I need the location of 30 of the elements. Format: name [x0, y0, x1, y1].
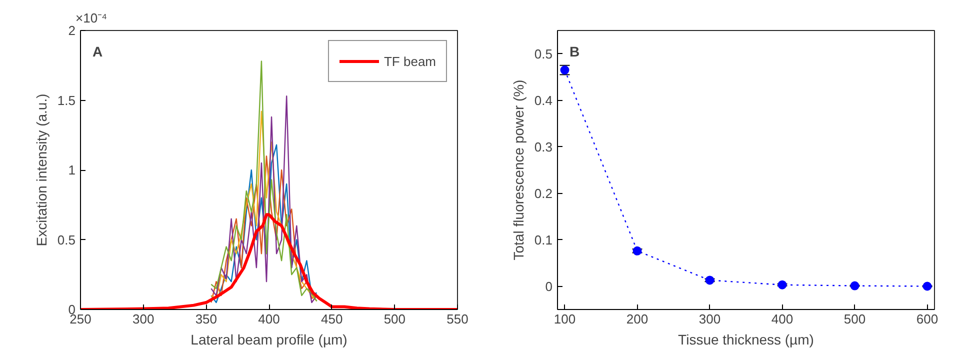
x-tick-label: 600	[916, 312, 938, 326]
y-axis-title: Excitation intensity (a.u.)	[33, 94, 50, 246]
x-tick-label: 300	[132, 312, 154, 326]
y-tick-label: 0.5	[534, 46, 553, 62]
text: A	[92, 44, 103, 60]
x-tick-label: 450	[320, 312, 343, 326]
y-tick-label: 0.1	[534, 232, 553, 248]
x-tick-label: 200	[626, 312, 648, 326]
y-tick-label: 2	[68, 23, 76, 38]
x-tick-label: 500	[844, 312, 866, 326]
x-tick-label: 350	[195, 312, 218, 326]
x-tick-label: 400	[258, 312, 280, 326]
y-tick-label: 0.2	[534, 186, 553, 201]
x-tick-label: 300	[698, 312, 721, 326]
y-tick-label: 1.5	[57, 92, 76, 108]
y-tick-label: 0	[545, 278, 553, 294]
x-axis-title: Tissue thickness (µm)	[678, 332, 814, 348]
y-tick-label: 0.5	[57, 232, 76, 248]
y-axis-title: Total fluorescence power (%)	[510, 80, 526, 260]
text: ×10⁻⁴	[76, 10, 108, 26]
legend-label: TF beam	[384, 54, 436, 68]
x-tick-label: 550	[446, 312, 468, 326]
y-tick-label: 0.4	[534, 92, 553, 108]
x-tick-label: 500	[384, 312, 406, 326]
y-tick-label: 1	[68, 162, 76, 178]
x-tick-label: 400	[771, 312, 794, 326]
text: B	[570, 44, 580, 60]
y-tick-label: 0.3	[534, 139, 553, 154]
x-axis-title: Lateral beam profile (µm)	[190, 332, 348, 348]
x-tick-label: 100	[554, 312, 576, 326]
